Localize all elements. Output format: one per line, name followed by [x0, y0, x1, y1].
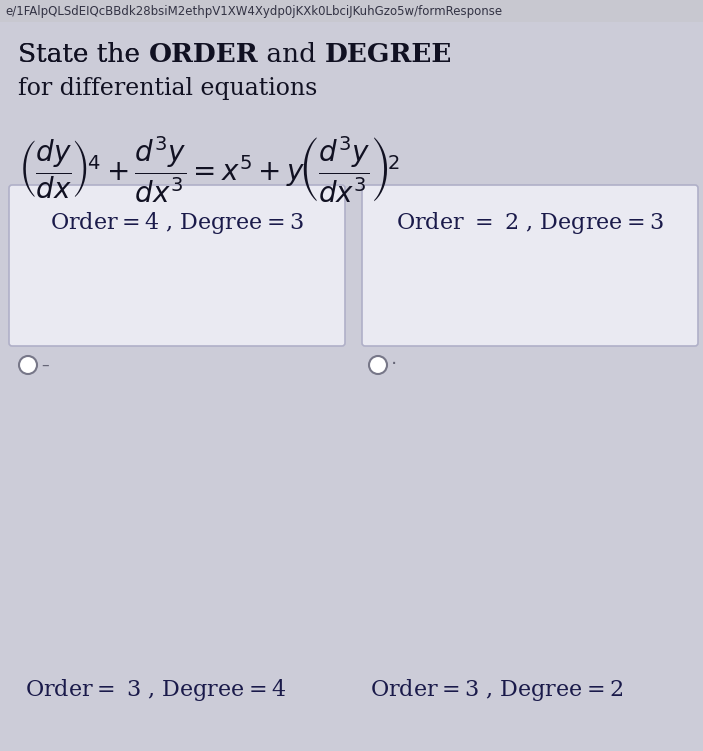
Text: State the: State the	[18, 43, 148, 68]
Text: e/1FAlpQLSdEIQcBBdk28bsiM2ethpV1XW4Xydp0jKXk0LbciJKuhGzo5w/formResponse: e/1FAlpQLSdEIQcBBdk28bsiM2ethpV1XW4Xydp0…	[5, 5, 502, 17]
Text: DEGREE: DEGREE	[324, 43, 452, 68]
FancyBboxPatch shape	[362, 185, 698, 346]
FancyBboxPatch shape	[9, 185, 345, 346]
Text: Order$=$ 3 , Degree$=$4: Order$=$ 3 , Degree$=$4	[25, 677, 286, 703]
Circle shape	[19, 356, 37, 374]
Text: ·: ·	[391, 355, 397, 375]
Text: –: –	[41, 357, 49, 372]
Text: Order$=$4 , Degree$=$3: Order$=$4 , Degree$=$3	[50, 210, 304, 236]
Circle shape	[369, 356, 387, 374]
Bar	[0, 0, 703, 22]
Text: and: and	[258, 43, 324, 68]
Text: ORDER: ORDER	[148, 43, 258, 68]
Text: Order $=$ 2 , Degree$=$3: Order $=$ 2 , Degree$=$3	[396, 210, 664, 236]
Text: $\left(\dfrac{dy}{dx}\right)^{\!4} + \dfrac{d^3y}{dx^3} = x^5 + y\!\left(\dfrac{: $\left(\dfrac{dy}{dx}\right)^{\!4} + \df…	[18, 135, 401, 206]
Text: for differential equations: for differential equations	[18, 77, 317, 99]
Text: Order$=$3 , Degree$=$2: Order$=$3 , Degree$=$2	[370, 677, 623, 703]
Text: State the: State the	[18, 43, 148, 68]
